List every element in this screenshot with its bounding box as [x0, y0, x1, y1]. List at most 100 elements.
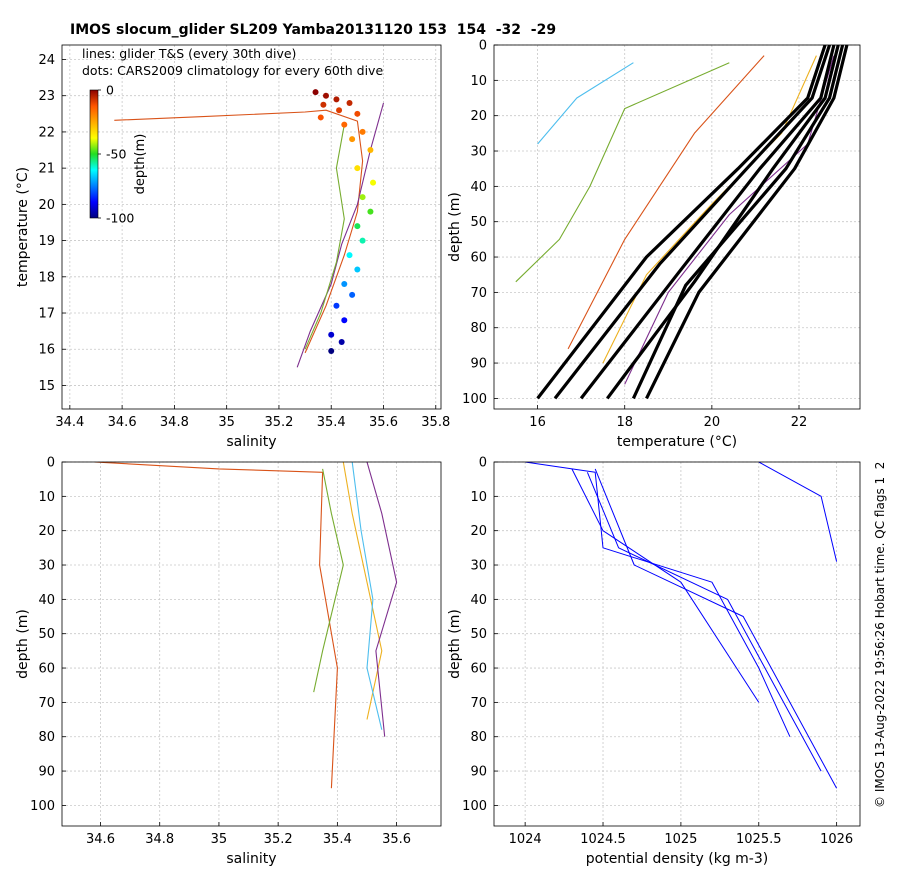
- y-tick-label: 10: [38, 490, 55, 505]
- y-tick-label: 100: [462, 799, 487, 814]
- climatology-dot: [359, 194, 366, 201]
- glider-salinity-line: [366, 462, 398, 737]
- x-tick-label: 34.8: [145, 832, 174, 847]
- glider-temperature-line: [515, 62, 730, 283]
- panel-temp_depth: 16 18 20 22 0 10 20 30 40 50 60 70 80 90 100 temperatur…: [447, 39, 861, 450]
- y-tick-label: 0: [47, 456, 55, 471]
- climatology-dot: [328, 348, 335, 355]
- x-tick-label: 18: [616, 415, 633, 430]
- climatology-profile: [553, 45, 832, 400]
- axes-frame: [493, 461, 861, 827]
- y-tick-label: 90: [470, 357, 487, 372]
- axes-frame: [61, 44, 442, 410]
- climatology-dot: [349, 136, 356, 143]
- colorbar-tick-label: -100: [106, 211, 134, 226]
- x-axis-label: salinity: [226, 851, 276, 867]
- climatology-profile: [606, 45, 840, 400]
- x-tick-label: 1024: [509, 832, 542, 847]
- y-tick-label: 90: [470, 765, 487, 780]
- y-tick-label: 70: [38, 696, 55, 711]
- y-tick-label: 40: [470, 593, 487, 608]
- y-tick-label: 30: [38, 559, 55, 574]
- climatology-profile: [536, 45, 827, 400]
- x-tick-label: 35.4: [317, 415, 346, 430]
- climatology-dot: [367, 147, 374, 154]
- climatology-dot: [312, 89, 319, 96]
- y-axis-label: depth (m): [447, 192, 463, 262]
- x-tick-label: 35.2: [264, 832, 293, 847]
- climatology-dot: [367, 208, 374, 215]
- axes-frame: [61, 461, 442, 827]
- x-tick-label: 35.8: [421, 415, 450, 430]
- x-tick-label: 20: [704, 415, 721, 430]
- density-profile-line: [594, 468, 838, 789]
- x-tick-label: 22: [791, 415, 808, 430]
- y-tick-label: 50: [470, 215, 487, 230]
- y-tick-label: 10: [470, 74, 487, 89]
- y-axis-label: depth (m): [447, 609, 463, 679]
- plot-marks: [515, 45, 849, 400]
- x-axis-label: salinity: [226, 434, 276, 450]
- x-tick-label: 1024.5: [580, 832, 626, 847]
- y-tick-label: 30: [470, 145, 487, 160]
- y-tick-label: 60: [470, 251, 487, 266]
- y-tick-label: 16: [38, 343, 55, 358]
- y-tick-label: 20: [470, 109, 487, 124]
- climatology-profile: [645, 45, 849, 400]
- y-tick-label: 0: [479, 456, 487, 471]
- colorbar-label: depth(m): [133, 134, 148, 195]
- climatology-dot: [354, 266, 361, 273]
- panel-ts: 34.4 34.6 34.8 35 35.2 35.4 35.6 35.8 15 16 17 18 19…: [15, 44, 450, 450]
- plot-marks: [114, 89, 385, 368]
- legend-dots-text: dots: CARS2009 climatology for every 60t…: [82, 63, 383, 78]
- y-tick-label: 15: [38, 379, 55, 394]
- panel-sal_depth: 34.6 34.8 35 35.2 35.4 35.6 0 10 20 30 40 50 60 70 80 9…: [15, 456, 442, 867]
- y-tick-label: 70: [470, 696, 487, 711]
- climatology-dot: [333, 302, 340, 309]
- x-axis-label: potential density (kg m-3): [586, 851, 768, 867]
- density-profile-line: [571, 468, 760, 703]
- y-tick-label: 20: [470, 524, 487, 539]
- climatology-dot: [359, 128, 366, 135]
- density-profile-line: [586, 472, 822, 772]
- glider-temperature-line: [624, 55, 835, 385]
- y-tick-label: 60: [38, 662, 55, 677]
- climatology-dot: [341, 317, 348, 324]
- plot-area: [62, 45, 441, 409]
- x-tick-label: 1026: [820, 832, 853, 847]
- y-tick-label: 70: [470, 286, 487, 301]
- plot-marks: [94, 462, 398, 789]
- climatology-dot: [359, 237, 366, 244]
- density-profile-line: [525, 462, 791, 737]
- glider-temperature-line: [567, 55, 765, 350]
- climatology-profile: [631, 45, 845, 400]
- x-tick-label: 35.6: [369, 415, 398, 430]
- climatology-dot: [346, 252, 353, 259]
- y-tick-label: 100: [462, 392, 487, 407]
- plot-area: [494, 462, 860, 826]
- glider-salinity-line: [342, 462, 383, 720]
- glider-ts-line: [114, 109, 364, 354]
- credit-text: © IMOS 13-Aug-2022 19:56:26 Hobart time.…: [873, 461, 887, 808]
- y-tick-label: 80: [38, 730, 55, 745]
- climatology-dot: [354, 165, 361, 172]
- y-tick-label: 0: [479, 39, 487, 54]
- y-tick-label: 50: [38, 627, 55, 642]
- axes-frame: [493, 44, 861, 410]
- plot-marks: [525, 462, 838, 789]
- y-tick-label: 100: [30, 799, 55, 814]
- climatology-dot: [349, 291, 356, 298]
- climatology-dot: [317, 114, 324, 121]
- glider-ts-line: [304, 124, 345, 350]
- y-tick-label: 20: [38, 198, 55, 213]
- x-tick-label: 35: [218, 415, 235, 430]
- legend-lines-text: lines: glider T&S (every 30th dive): [82, 46, 296, 61]
- x-tick-label: 34.8: [160, 415, 189, 430]
- climatology-dot: [322, 92, 329, 99]
- x-tick-label: 35.2: [264, 415, 293, 430]
- climatology-dot: [341, 281, 348, 288]
- x-tick-label: 35: [211, 832, 228, 847]
- glider-salinity-line: [351, 462, 383, 730]
- y-tick-label: 80: [470, 730, 487, 745]
- glider-salinity-line: [313, 468, 344, 693]
